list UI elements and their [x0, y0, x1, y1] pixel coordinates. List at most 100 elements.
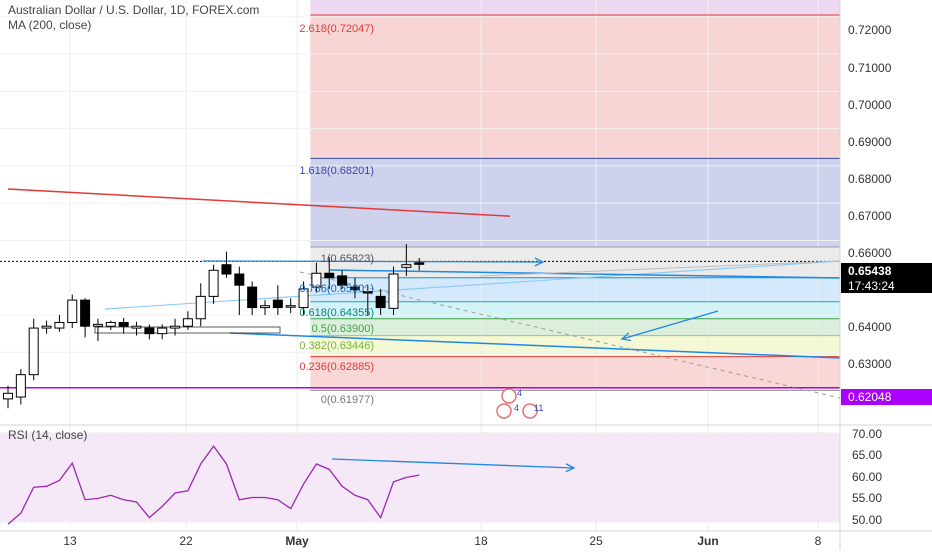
candle-bearish: [362, 291, 373, 294]
ma200-line: [7, 188, 511, 217]
drawings: [0, 188, 841, 473]
candle-bearish: [324, 272, 335, 279]
fib-level-labels: 2.618(0.72047) 1.618(0.68201) 1(0.65823)…: [299, 23, 374, 406]
candle-bearish: [221, 264, 232, 275]
candle-bullish: [182, 318, 193, 327]
rsi-layer: [7, 444, 420, 525]
price-tick: 0.70000: [848, 98, 892, 112]
level-price-label: 0.62048: [848, 390, 892, 404]
candle-bullish: [28, 327, 39, 376]
candle-bullish: [41, 325, 52, 329]
candle-bearish: [414, 262, 425, 265]
candle-bullish: [298, 288, 309, 309]
candle-bearish: [247, 286, 258, 309]
candle-bullish: [157, 327, 168, 335]
candle-bearish: [80, 299, 91, 327]
price-axis[interactable]: 0.72000 0.71000 0.70000 0.69000 0.68000 …: [848, 23, 892, 371]
time-tick: Jun: [697, 534, 718, 548]
candle-bullish: [388, 273, 399, 309]
arrow-rsi: [331, 458, 575, 469]
rsi-tick: 60.00: [852, 470, 882, 484]
candle-bullish: [67, 299, 78, 323]
current-price-label: 0.65438: [848, 264, 892, 278]
rsi-tick: 55.00: [852, 491, 882, 505]
arrow-upper-right-head: [534, 257, 545, 267]
rsi-legend[interactable]: RSI (14, close): [8, 428, 88, 442]
candle-bullish: [3, 392, 13, 400]
arrow-rsi-head: [565, 463, 576, 473]
ma-legend[interactable]: MA (200, close): [8, 18, 92, 32]
rsi-tick: 50.00: [852, 513, 882, 527]
time-tick: 13: [63, 534, 77, 548]
event-count-a: 4: [517, 388, 522, 398]
candle-bullish: [92, 323, 103, 327]
price-tick: 0.68000: [848, 172, 892, 186]
candle-bullish: [105, 321, 116, 327]
rsi-tick: 65.00: [852, 448, 882, 462]
price-tick: 0.63000: [848, 357, 892, 371]
arrow-down-left: [621, 310, 719, 340]
time-tick: 22: [179, 534, 193, 548]
current-price-tag: [841, 263, 932, 293]
candle-bearish: [272, 299, 283, 309]
candle-bullish: [170, 325, 181, 329]
fib-label-0786: 0.786(0.65001): [299, 283, 374, 295]
event-count-c: 11: [534, 403, 543, 413]
price-tick: 0.71000: [848, 61, 892, 75]
trend-line-mid: [329, 269, 841, 279]
zone-red-upper: [310, 15, 840, 159]
candle-bullish: [285, 305, 296, 308]
grid: [0, 0, 840, 531]
arrow-upper-right: [202, 260, 544, 263]
rsi-line: [7, 444, 420, 525]
event-marker-flag-icon[interactable]: [501, 388, 517, 404]
fib-label-0618: 0.618(0.64355): [299, 307, 374, 319]
countdown-label: 17:43:24: [848, 279, 895, 293]
candle-bullish: [401, 264, 412, 268]
candle-bullish: [195, 295, 206, 320]
price-tick: 0.72000: [848, 23, 892, 37]
fib-label-1618: 1.618(0.68201): [299, 165, 374, 177]
fib-label-05: 0.5(0.63900): [312, 323, 374, 335]
event-count-b: 4: [514, 403, 519, 413]
time-tick: 8: [815, 534, 822, 548]
zone-top-purple: [310, 0, 840, 16]
grey-trend-line: [479, 260, 841, 277]
zone-green: [310, 318, 840, 336]
candle-bullish: [208, 269, 219, 297]
candles: [3, 244, 425, 409]
channel-upper-line: [104, 260, 841, 310]
fib-label-0: 0(0.61977): [321, 394, 374, 406]
event-marker-news-icon[interactable]: [522, 403, 538, 419]
rsi-tick: 70.00: [852, 427, 882, 441]
candle-bearish: [337, 275, 348, 286]
candle-bearish: [144, 327, 155, 335]
time-tick: 25: [589, 534, 603, 548]
candle-bullish: [260, 305, 270, 309]
candle-bearish: [118, 321, 129, 327]
candle-bullish: [15, 374, 26, 398]
time-axis[interactable]: 13 22 May 18 25 Jun 8: [63, 534, 821, 548]
price-tick: 0.67000: [848, 209, 892, 223]
arrow-down-left-head: [620, 332, 631, 342]
time-tick: 18: [474, 534, 488, 548]
candle-bearish: [375, 295, 386, 309]
candle-bearish: [234, 273, 245, 286]
price-tick: 0.64000: [848, 320, 892, 334]
rsi-axis[interactable]: 70.00 65.00 60.00 55.00 50.00: [852, 427, 882, 527]
event-markers[interactable]: 4 4 11: [496, 388, 543, 419]
fib-label-0236: 0.236(0.62885): [299, 361, 374, 373]
zone-red-lower: [310, 356, 840, 391]
chart-title: Australian Dollar / U.S. Dollar, 1D, FOR…: [8, 3, 260, 17]
candle-bearish: [349, 286, 360, 291]
candle-bullish: [311, 272, 322, 288]
event-marker-globe-icon[interactable]: [496, 403, 512, 419]
fib-label-0382: 0.382(0.63446): [299, 340, 374, 352]
time-tick: May: [285, 534, 309, 548]
fib-label-2618: 2.618(0.72047): [299, 23, 374, 35]
price-tick: 0.69000: [848, 135, 892, 149]
price-tick: 0.66000: [848, 246, 892, 260]
fib-label-1: 1(0.65823): [321, 253, 374, 265]
